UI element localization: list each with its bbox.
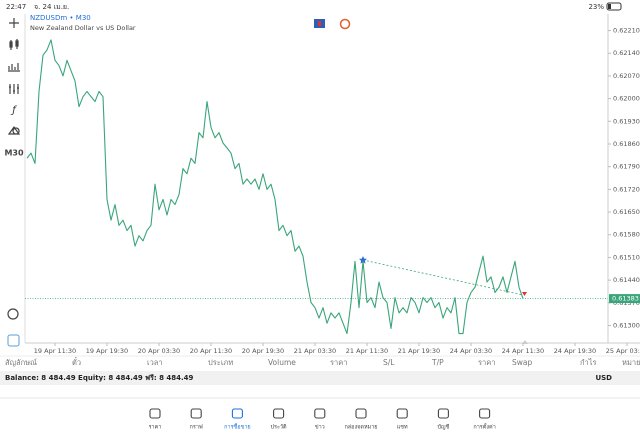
trend-start-marker — [359, 256, 367, 264]
column-header: ตั๋ว — [72, 357, 81, 367]
x-tick-label: 19 Apr 11:30 — [34, 347, 76, 355]
tab-icon[interactable] — [396, 408, 408, 419]
x-tick-label: 20 Apr 19:30 — [242, 347, 284, 355]
y-tick-label: 0.61650 — [613, 208, 640, 216]
tab-icon[interactable] — [314, 408, 326, 419]
x-tick-label: 19 Apr 19:30 — [86, 347, 128, 355]
column-header: ราคา — [478, 358, 495, 367]
tab-label[interactable]: กราฟ — [190, 424, 203, 431]
column-header: เวลา — [147, 358, 163, 367]
tab-icon[interactable] — [437, 408, 449, 419]
chart-subtitle: New Zealand Dollar vs US Dollar — [30, 24, 136, 32]
column-header: T/P — [431, 358, 444, 367]
tab-label[interactable]: กล่องจดหมาย — [344, 425, 377, 431]
y-tick-label: 0.62140 — [613, 49, 640, 57]
tab-label[interactable]: ประวัติ — [271, 424, 287, 431]
tab-label[interactable]: ข่าว — [315, 425, 325, 431]
chart-type-tool[interactable] — [9, 39, 19, 50]
tab-label[interactable]: การตั้งค่า — [473, 423, 495, 431]
crosshair-tool[interactable] — [9, 18, 19, 28]
y-tick-label: 0.61440 — [613, 276, 640, 284]
x-tick-label: 20 Apr 03:30 — [138, 347, 180, 355]
current-price-box — [609, 294, 640, 304]
objects-tool[interactable] — [7, 125, 21, 135]
tab-icon[interactable] — [149, 408, 161, 419]
x-tick-label: 24 Apr 03:30 — [450, 347, 492, 355]
column-header: ราคา — [330, 358, 347, 367]
y-tick-label: 0.61720 — [613, 185, 640, 193]
zoom-tool[interactable] — [7, 308, 19, 320]
tab-icon[interactable] — [190, 408, 202, 419]
tab-icon[interactable] — [355, 408, 367, 419]
tab-label[interactable]: การซื้อขาย — [224, 423, 250, 431]
status-date: จ. 24 เม.ย. — [34, 3, 69, 11]
column-header: S/L — [383, 358, 395, 367]
timeframe[interactable]: M30 — [4, 149, 24, 158]
one-click-tool[interactable] — [7, 334, 20, 347]
current-price-label: 0.61383 — [612, 295, 639, 303]
tab-icon[interactable] — [273, 408, 285, 419]
x-tick-label: 20 Apr 11:30 — [190, 347, 232, 355]
y-tick-label: 0.61790 — [613, 163, 640, 171]
account-summary: Balance: 8 484.49 Equity: 8 484.49 ฟรี: … — [5, 374, 194, 382]
x-tick-label: 24 Apr 19:30 — [554, 347, 596, 355]
flag-icon — [339, 18, 351, 30]
tab-icon[interactable] — [479, 408, 491, 419]
y-tick-label: 0.61510 — [613, 253, 640, 261]
column-header: หมายเหตุ — [622, 358, 640, 367]
tab-label[interactable]: ราคา — [149, 425, 162, 431]
y-tick-label: 0.61930 — [613, 117, 640, 125]
x-tick-label: 24 Apr 11:30 — [502, 347, 544, 355]
y-tick-label: 0.61580 — [613, 231, 640, 239]
y-tick-label: 0.62000 — [613, 95, 640, 103]
tab-label[interactable]: แชท — [397, 424, 408, 431]
column-header: ประเภท — [208, 358, 233, 367]
left-toolbar: ƒ M30 — [4, 18, 24, 347]
tab-bar: ราคา กราฟ การซื้อขาย ประวัติ ข่าว กล่องจดหมาย… — [149, 408, 496, 431]
function-tool[interactable]: ƒ — [10, 105, 17, 116]
x-tick-label: 21 Apr 03:30 — [294, 347, 336, 355]
battery-icon — [606, 2, 622, 11]
flag-icon-detail — [318, 21, 321, 26]
account-currency: USD — [595, 374, 612, 382]
status-battery: 23% — [588, 3, 604, 11]
column-header: Volume — [268, 358, 296, 367]
table-header: สัญลักษณ์ ตั๋ว เวลา ประเภท Volume ราคา S/L T/P ร… — [5, 357, 640, 367]
price-line — [26, 39, 524, 335]
y-tick-label: 0.62210 — [613, 27, 640, 35]
trend-end-marker — [522, 292, 527, 296]
x-tick-label: 21 Apr 19:30 — [398, 347, 440, 355]
column-header: กำไร — [580, 358, 597, 367]
status-time: 22:47 — [6, 3, 26, 11]
chart-title: NZDUSDm • M30 — [30, 14, 91, 22]
indicator-tool[interactable] — [8, 63, 20, 72]
trend-line[interactable] — [362, 259, 524, 296]
tab-icon[interactable] — [231, 408, 243, 419]
account-bar — [0, 371, 640, 385]
battery-level — [608, 4, 611, 9]
y-tick-label: 0.61300 — [613, 321, 640, 329]
y-tick-label: 0.61860 — [613, 140, 640, 148]
y-tick-label: 0.62070 — [613, 72, 640, 80]
settings-tool[interactable] — [9, 84, 19, 94]
tab-label[interactable]: บัญชี — [437, 424, 449, 431]
x-tick-label: 25 Apr 03:30 — [606, 347, 640, 355]
column-header: สัญลักษณ์ — [5, 358, 37, 367]
column-header: Swap — [512, 358, 532, 367]
x-tick-label: 21 Apr 11:30 — [346, 347, 388, 355]
